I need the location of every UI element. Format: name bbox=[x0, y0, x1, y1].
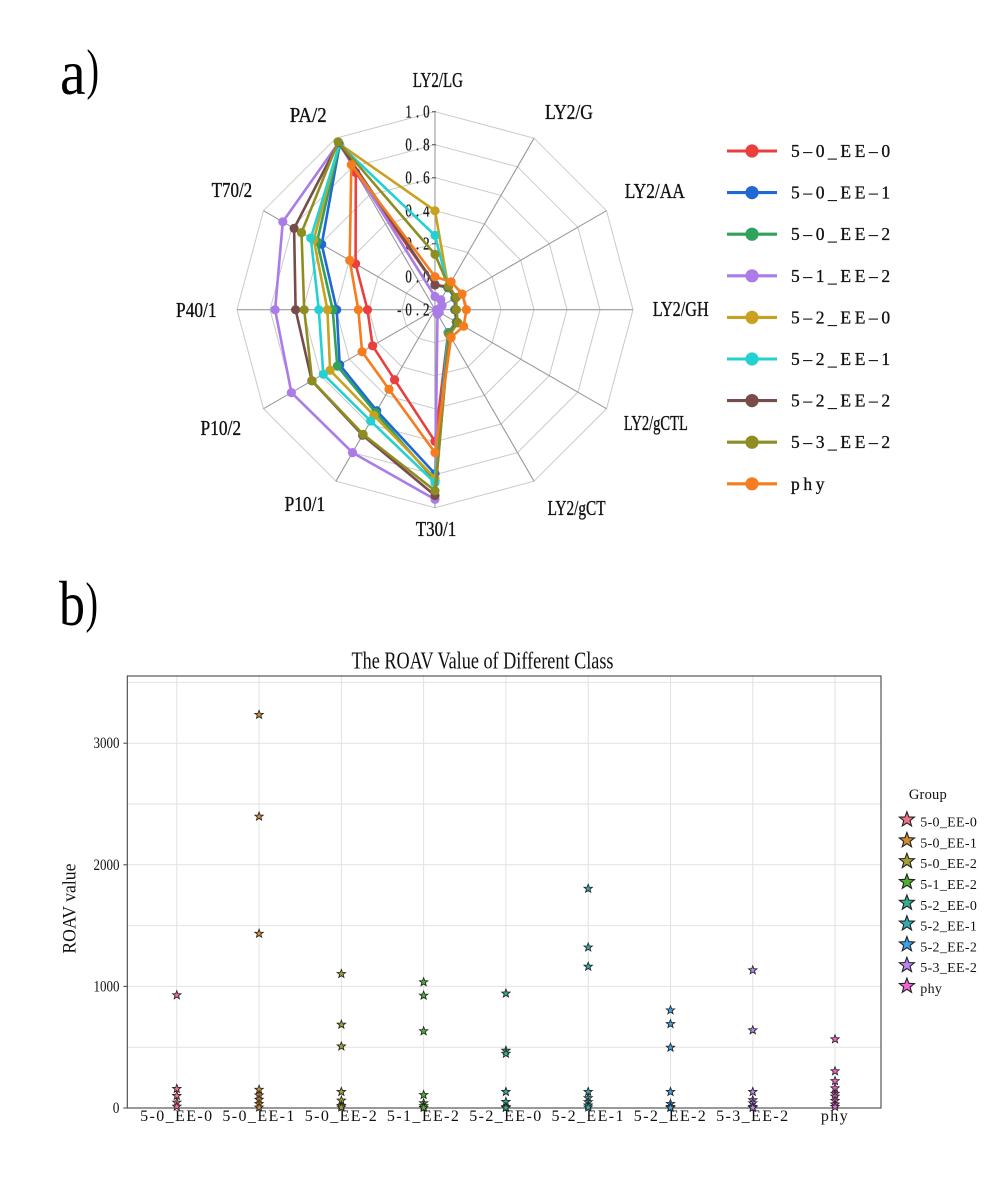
svg-text:1000: 1000 bbox=[94, 978, 120, 995]
svg-text:5-2_EE-1: 5-2_EE-1 bbox=[551, 1108, 624, 1125]
svg-text:1.0: 1.0 bbox=[405, 103, 433, 123]
svg-text:): ) bbox=[86, 572, 99, 634]
svg-text:LY2/gCT: LY2/gCT bbox=[548, 496, 606, 520]
svg-text:5-0_EE-1: 5-0_EE-1 bbox=[920, 836, 977, 851]
svg-text:LY2/LG: LY2/LG bbox=[413, 68, 463, 92]
svg-text:5-1_EE-2: 5-1_EE-2 bbox=[387, 1108, 460, 1125]
svg-text:5-2_EE-0: 5-2_EE-0 bbox=[469, 1108, 542, 1125]
svg-text:5-2_EE-2: 5-2_EE-2 bbox=[634, 1108, 707, 1125]
svg-text:0.8: 0.8 bbox=[405, 136, 433, 156]
svg-text:0.6: 0.6 bbox=[405, 169, 433, 189]
svg-text:Group: Group bbox=[909, 787, 947, 803]
svg-text:PA/2: PA/2 bbox=[290, 103, 327, 127]
svg-text:): ) bbox=[87, 39, 100, 101]
svg-text:5–0_EE–1: 5–0_EE–1 bbox=[791, 183, 894, 203]
svg-text:5-0_EE-2: 5-0_EE-2 bbox=[920, 857, 977, 872]
svg-text:5–3_EE–2: 5–3_EE–2 bbox=[791, 432, 894, 452]
svg-text:LY2/GH: LY2/GH bbox=[653, 297, 709, 321]
svg-text:5-3_EE-2: 5-3_EE-2 bbox=[920, 961, 977, 976]
svg-text:LY2/AA: LY2/AA bbox=[625, 179, 686, 203]
svg-text:The ROAV Value of Different Cl: The ROAV Value of Different Class bbox=[352, 649, 614, 675]
svg-text:5-1_EE-2: 5-1_EE-2 bbox=[920, 878, 977, 893]
svg-text:-0.2: -0.2 bbox=[397, 301, 433, 321]
svg-text:LY2/G: LY2/G bbox=[545, 100, 593, 124]
svg-text:2000: 2000 bbox=[94, 857, 120, 874]
svg-text:5-3_EE-2: 5-3_EE-2 bbox=[716, 1108, 789, 1125]
svg-text:5–0_EE–0: 5–0_EE–0 bbox=[791, 141, 894, 161]
svg-text:5–1_EE–2: 5–1_EE–2 bbox=[791, 266, 894, 286]
svg-text:P10/1: P10/1 bbox=[285, 492, 326, 516]
svg-text:phy: phy bbox=[791, 474, 828, 494]
svg-text:P10/2: P10/2 bbox=[201, 416, 242, 440]
svg-text:5–0_EE–2: 5–0_EE–2 bbox=[791, 224, 894, 244]
svg-text:phy: phy bbox=[821, 1108, 849, 1125]
svg-text:3000: 3000 bbox=[94, 735, 120, 752]
svg-text:P40/1: P40/1 bbox=[176, 298, 217, 322]
svg-text:0: 0 bbox=[113, 1100, 120, 1117]
svg-text:0.4: 0.4 bbox=[405, 202, 433, 222]
svg-text:5-0_EE-1: 5-0_EE-1 bbox=[222, 1108, 295, 1125]
svg-text:5-2_EE-1: 5-2_EE-1 bbox=[920, 920, 977, 935]
svg-text:0.0: 0.0 bbox=[405, 268, 433, 288]
svg-text:5-2_EE-2: 5-2_EE-2 bbox=[920, 940, 977, 955]
svg-text:5–2_EE–2: 5–2_EE–2 bbox=[791, 391, 894, 411]
svg-text:5-0_EE-0: 5-0_EE-0 bbox=[920, 816, 977, 831]
svg-text:5-0_EE-2: 5-0_EE-2 bbox=[305, 1108, 378, 1125]
svg-text:5-0_EE-0: 5-0_EE-0 bbox=[140, 1108, 213, 1125]
svg-text:T30/1: T30/1 bbox=[416, 517, 457, 541]
svg-text:a: a bbox=[60, 37, 86, 108]
svg-text:5–2_EE–0: 5–2_EE–0 bbox=[791, 307, 894, 327]
svg-text:LY2/gCTL: LY2/gCTL bbox=[624, 411, 688, 435]
svg-text:ROAV value: ROAV value bbox=[61, 864, 81, 954]
svg-text:5-2_EE-0: 5-2_EE-0 bbox=[920, 899, 977, 914]
svg-text:phy: phy bbox=[920, 982, 942, 997]
svg-text:5–2_EE–1: 5–2_EE–1 bbox=[791, 349, 894, 369]
svg-text:b: b bbox=[59, 568, 85, 639]
svg-text:T70/2: T70/2 bbox=[212, 178, 253, 202]
